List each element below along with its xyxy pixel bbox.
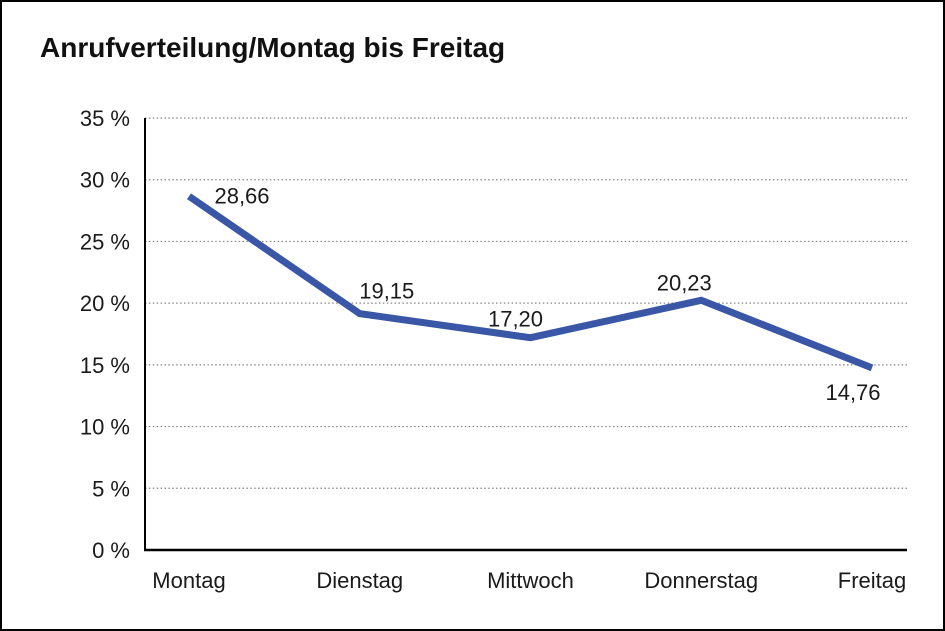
chart-title: Anrufverteilung/Montag bis Freitag xyxy=(40,32,506,63)
y-tick-label: 25 % xyxy=(80,229,130,254)
y-tick-label: 35 % xyxy=(80,106,130,131)
x-category-label: Mittwoch xyxy=(487,568,574,593)
x-category-label: Montag xyxy=(152,568,225,593)
y-tick-label: 30 % xyxy=(80,168,130,193)
x-category-label: Freitag xyxy=(838,568,906,593)
data-line xyxy=(187,193,874,372)
x-category-label: Dienstag xyxy=(316,568,403,593)
x-category-label: Donnerstag xyxy=(644,568,758,593)
y-tick-label: 10 % xyxy=(80,415,130,440)
data-point-label: 14,76 xyxy=(825,380,880,405)
data-point-label: 28,66 xyxy=(214,183,269,208)
y-tick-label: 0 % xyxy=(92,538,130,563)
data-point-label: 17,20 xyxy=(488,307,543,332)
y-tick-label: 5 % xyxy=(92,476,130,501)
y-tick-label: 15 % xyxy=(80,353,130,378)
y-tick-label: 20 % xyxy=(80,291,130,316)
data-point-label: 20,23 xyxy=(657,270,712,295)
data-point-label: 19,15 xyxy=(359,279,414,304)
